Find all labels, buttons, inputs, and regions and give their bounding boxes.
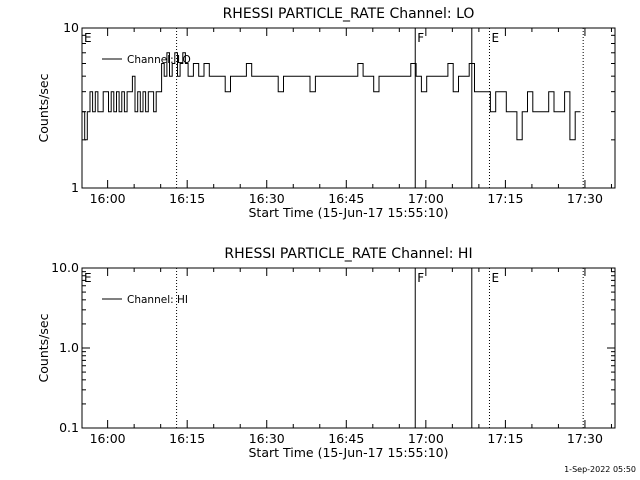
series-line	[82, 52, 581, 141]
y-tick-label: 10.0	[51, 260, 79, 275]
chart-title: RHESSI PARTICLE_RATE Channel: HI	[224, 246, 472, 262]
x-tick-label: 16:15	[169, 431, 205, 446]
chart-panel-2: RHESSI PARTICLE_RATE Channel: HI Counts/s…	[36, 246, 616, 460]
x-tick-label: 16:30	[249, 191, 285, 206]
chart-panel-1: RHESSI PARTICLE_RATE Channel: LO Counts/s…	[36, 6, 616, 220]
x-tick-label: 16:15	[169, 191, 205, 206]
x-tick-label: 16:00	[90, 191, 126, 206]
legend-entry: Channel: LO	[127, 54, 191, 66]
x-tick-label: 17:00	[408, 431, 444, 446]
x-tick-label: 16:00	[90, 431, 126, 446]
plot-frame	[81, 267, 616, 429]
x-tick-label: 17:00	[408, 191, 444, 206]
y-axis-label: Counts/sec	[36, 313, 51, 382]
event-marker-label: E	[491, 31, 499, 45]
generation-timestamp: 1-Sep-2022 05:50	[564, 465, 636, 474]
event-marker-label: E	[491, 271, 499, 285]
event-marker-label: E	[84, 271, 92, 285]
x-tick-label: 16:45	[328, 431, 364, 446]
x-tick-label: 17:15	[487, 191, 523, 206]
y-tick-label: 10	[63, 20, 79, 35]
event-marker-label: F	[417, 31, 424, 45]
y-tick-label: 1.0	[59, 340, 79, 355]
x-axis-label: Start Time (15-Jun-17 15:55:10)	[249, 205, 449, 220]
y-axis-label: Counts/sec	[36, 73, 51, 142]
x-tick-label: 16:30	[249, 431, 285, 446]
legend-entry: Channel: HI	[127, 294, 188, 306]
x-tick-label: 17:30	[567, 431, 603, 446]
x-tick-label: 17:30	[567, 191, 603, 206]
event-marker-label: F	[417, 271, 424, 285]
chart-title: RHESSI PARTICLE_RATE Channel: LO	[223, 6, 475, 22]
y-tick-label: 1	[71, 180, 79, 195]
event-marker-label: E	[84, 31, 92, 45]
x-axis-label: Start Time (15-Jun-17 15:55:10)	[249, 445, 449, 460]
plot-frame	[81, 27, 616, 189]
x-tick-label: 17:15	[487, 431, 523, 446]
x-tick-label: 16:45	[328, 191, 364, 206]
y-tick-label: 0.1	[59, 420, 79, 435]
